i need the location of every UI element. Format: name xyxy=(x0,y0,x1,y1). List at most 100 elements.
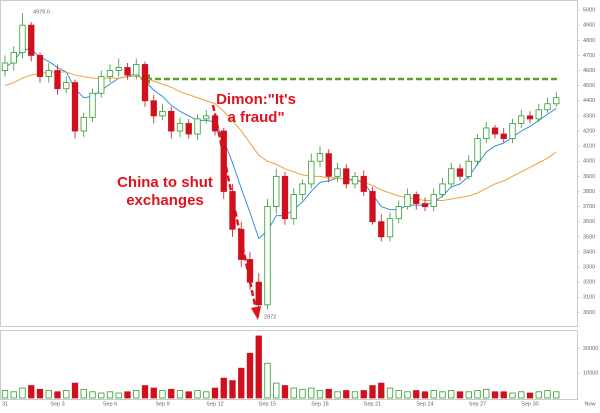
x-tick-label: Sep 21 xyxy=(364,401,381,407)
y-tick-label: 3100 xyxy=(583,295,595,301)
annotation: exchanges xyxy=(126,192,204,209)
volume-bar xyxy=(360,390,367,399)
volume-bar xyxy=(54,391,61,399)
volume-tick-label: 20000 xyxy=(583,346,598,352)
volume-bar xyxy=(299,388,306,399)
candle-body xyxy=(351,175,359,185)
candle-body xyxy=(500,133,507,139)
volume-bar xyxy=(404,391,411,399)
y-tick-label: 3300 xyxy=(583,264,595,270)
y-tick-label: 3200 xyxy=(583,280,595,286)
volume-bar xyxy=(526,392,534,399)
candle-body xyxy=(518,115,525,124)
candle-body xyxy=(1,62,9,71)
candle-body xyxy=(360,175,367,192)
y-tick-label: 4100 xyxy=(583,144,595,150)
candle-body xyxy=(509,123,516,139)
y-tick-label: 4900 xyxy=(583,23,595,29)
candle-body xyxy=(28,24,35,56)
arrow-head xyxy=(251,306,261,320)
volume-bar xyxy=(246,352,254,399)
candle-body xyxy=(229,191,236,230)
candle-body xyxy=(483,127,490,139)
candle-body xyxy=(133,64,140,76)
annotation: China to shut xyxy=(117,174,213,191)
volume-bar xyxy=(544,390,551,399)
candle-body xyxy=(491,127,499,135)
volume-bar xyxy=(553,391,560,399)
candle-body xyxy=(544,103,551,111)
volume-bar xyxy=(518,391,525,399)
y-tick-label: 4700 xyxy=(583,53,595,59)
volume-bar xyxy=(89,391,96,399)
volume-bar xyxy=(63,390,70,399)
volume-bar xyxy=(509,392,516,399)
candle-body xyxy=(63,82,70,90)
candle-body xyxy=(124,67,131,76)
volume-bar xyxy=(19,387,26,399)
candle-body xyxy=(308,160,315,185)
candle-body xyxy=(299,183,306,195)
y-tick-label: 3600 xyxy=(583,219,595,225)
y-tick-label: 4500 xyxy=(583,83,595,89)
volume-bar xyxy=(28,385,35,399)
y-tick-label: 4300 xyxy=(583,113,595,119)
volume-bar xyxy=(369,385,376,399)
volume-bar xyxy=(176,390,184,399)
candle-body xyxy=(45,70,52,77)
candle-body xyxy=(369,191,376,223)
candle-body xyxy=(553,97,560,105)
volume-bar xyxy=(439,391,446,399)
volume-bar xyxy=(491,391,499,399)
y-tick-label: 3800 xyxy=(583,189,595,195)
low-label: 2972 xyxy=(264,314,276,320)
volume-bar xyxy=(351,391,359,399)
volume-bar xyxy=(1,390,9,399)
volume-bar xyxy=(115,392,122,399)
volume-bar xyxy=(343,390,350,399)
volume-bar xyxy=(474,390,481,399)
now-label: Now xyxy=(584,401,595,407)
volume-bar xyxy=(238,367,245,399)
high-label: 4979.0 xyxy=(33,9,50,15)
candle-body xyxy=(36,55,44,77)
volume-bar xyxy=(421,391,429,399)
candle-body xyxy=(246,259,254,283)
candle-body xyxy=(211,115,219,132)
candle-body xyxy=(343,168,350,185)
candle-body xyxy=(456,168,464,177)
y-tick-label: 5000 xyxy=(583,8,595,14)
volume-bar xyxy=(500,391,507,399)
candle-body xyxy=(98,76,105,94)
candle-body xyxy=(404,194,411,207)
x-tick-label: Sep 15 xyxy=(259,401,276,407)
candle-body xyxy=(54,70,61,90)
volume-bar xyxy=(211,387,219,399)
volume-bar xyxy=(281,385,289,399)
volume-bar xyxy=(325,388,332,399)
candle-body xyxy=(10,51,17,64)
candle-body xyxy=(526,115,534,120)
candle-body xyxy=(19,24,26,53)
volume-bar xyxy=(220,377,227,399)
volume-bar xyxy=(106,391,114,399)
candle-body xyxy=(168,110,175,132)
candle-body xyxy=(395,206,402,220)
candle-body xyxy=(413,194,420,204)
volume-bar xyxy=(150,387,157,399)
volume-bar xyxy=(264,362,271,399)
x-tick-label: Sep 24 xyxy=(416,401,433,407)
candle-body xyxy=(203,115,210,120)
candle-body xyxy=(386,218,394,238)
candle-body xyxy=(334,168,341,177)
volume-bar xyxy=(229,380,236,399)
candle-body xyxy=(89,92,96,118)
annotation: a fraud" xyxy=(227,109,284,126)
volume-bar xyxy=(413,390,420,399)
candle-body xyxy=(439,183,446,195)
volume-panel xyxy=(0,330,578,400)
x-tick-label: Sep 3 xyxy=(50,401,64,407)
annotation: Dimon:"It's xyxy=(216,91,296,108)
volume-bar xyxy=(36,388,44,399)
y-tick-label: 3400 xyxy=(583,249,595,255)
